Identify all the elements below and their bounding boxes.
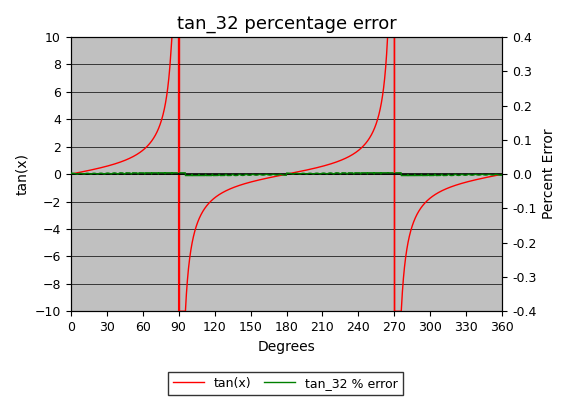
tan(x) (272, 174, 279, 179)
tan_32 % error (67, 172, 74, 177)
tan_32 % error (476, 173, 482, 177)
Y-axis label: tan(x): tan(x) (15, 153, 29, 195)
tan(x) (499, 172, 506, 177)
Line: tan(x): tan(x) (71, 37, 502, 311)
Line: tan_32 % error: tan_32 % error (71, 173, 502, 175)
tan(x) (383, 56, 390, 61)
tan_32 % error (499, 172, 506, 177)
tan(x) (395, 309, 402, 314)
tan(x) (67, 172, 74, 177)
tan_32 % error (481, 173, 488, 177)
tan(x) (481, 175, 488, 180)
X-axis label: Degrees: Degrees (258, 339, 315, 354)
tan(x) (214, 193, 221, 198)
tan_32 % error (272, 173, 279, 177)
tan(x) (476, 177, 482, 181)
tan_32 % error (214, 173, 221, 178)
Y-axis label: Percent Error: Percent Error (542, 129, 556, 220)
tan(x) (175, 309, 182, 314)
tan_32 % error (383, 171, 389, 175)
Title: tan_32 percentage error: tan_32 percentage error (176, 15, 396, 33)
tan(x) (168, 35, 175, 40)
Legend: tan(x), tan_32 % error: tan(x), tan_32 % error (168, 372, 403, 395)
tan_32 % error (395, 171, 402, 175)
